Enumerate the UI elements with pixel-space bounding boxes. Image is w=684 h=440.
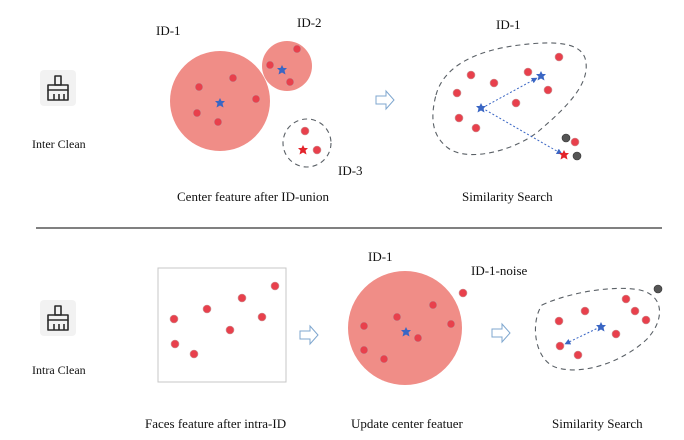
point: [359, 321, 369, 331]
point: [413, 333, 423, 343]
center-marker: [559, 150, 569, 160]
caption-intra-faces: Faces feature after intra-ID: [145, 416, 286, 431]
caption-inter-search: Similarity Search: [462, 189, 553, 204]
caption-inter-union: Center feature after ID-union: [177, 189, 329, 204]
point: [359, 345, 369, 355]
point: [570, 137, 580, 147]
cluster-id3: [282, 118, 332, 168]
center-marker: [298, 145, 308, 155]
link: [481, 107, 563, 155]
noise-point: [572, 151, 582, 161]
hollow-right-arrow-icon: [299, 324, 319, 346]
label-id3: ID-3: [338, 163, 363, 178]
inter-union-panel: ID-1 ID-2 ID-3 Center feature after ID-u…: [156, 15, 363, 204]
point: [428, 300, 438, 310]
point: [170, 339, 180, 349]
point: [452, 88, 462, 98]
point: [511, 98, 521, 108]
point: [523, 67, 533, 77]
hollow-right-arrow-icon: [375, 89, 395, 111]
search-region: [534, 287, 661, 371]
point: [554, 52, 564, 62]
cluster-id2: [262, 41, 312, 91]
row-label-intra: Intra Clean: [32, 363, 86, 377]
point: [194, 82, 204, 92]
point: [202, 304, 212, 314]
point: [285, 77, 295, 87]
point: [228, 73, 238, 83]
point: [454, 113, 464, 123]
point: [392, 312, 402, 322]
point: [611, 329, 621, 339]
row-label-inter: Inter Clean: [32, 137, 86, 151]
center-marker: [215, 98, 225, 108]
point: [446, 319, 456, 329]
link: [481, 77, 538, 109]
point: [379, 354, 389, 364]
point: [489, 78, 499, 88]
intra-update-panel: ID-1 ID-1-noise Update center featuer: [348, 249, 528, 431]
point: [543, 85, 553, 95]
cluster-id1: [348, 271, 462, 385]
broom-icon: [40, 70, 76, 106]
point: [251, 94, 261, 104]
point: [554, 316, 564, 326]
hollow-right-arrow-icon: [491, 322, 511, 344]
label-search-id1: ID-1: [496, 17, 521, 32]
point: [573, 350, 583, 360]
point: [189, 349, 199, 359]
inter-search-panel: ID-1 Similarity Search: [432, 17, 587, 204]
broom-icon: [40, 300, 76, 336]
point: [641, 315, 651, 325]
point: [237, 293, 247, 303]
caption-intra-search: Similarity Search: [552, 416, 643, 431]
point: [630, 306, 640, 316]
intra-faces-panel: Faces feature after intra-ID: [145, 267, 287, 431]
caption-intra-update: Update center featuer: [351, 416, 464, 431]
center-marker: [596, 322, 606, 332]
point: [192, 108, 202, 118]
label-intra-noise: ID-1-noise: [471, 263, 528, 278]
center-marker: [536, 71, 546, 81]
point: [300, 126, 310, 136]
link: [564, 326, 601, 345]
center-marker: [401, 327, 411, 337]
point: [292, 44, 302, 54]
point: [466, 70, 476, 80]
label-id1: ID-1: [156, 23, 181, 38]
point: [580, 306, 590, 316]
point: [312, 145, 322, 155]
noise-point: [458, 288, 468, 298]
label-intra-id1: ID-1: [368, 249, 393, 264]
center-marker: [476, 103, 486, 113]
point: [265, 60, 275, 70]
point: [471, 123, 481, 133]
center-marker: [277, 65, 287, 75]
label-id2: ID-2: [297, 15, 322, 30]
intra-search-panel: Similarity Search: [534, 284, 663, 431]
point: [257, 312, 267, 322]
point: [225, 325, 235, 335]
noise-point: [653, 284, 663, 294]
point: [270, 281, 280, 291]
point: [213, 117, 223, 127]
faces-frame: [157, 267, 287, 383]
search-region: [432, 42, 587, 156]
point: [621, 294, 631, 304]
point: [169, 314, 179, 324]
noise-point: [561, 133, 571, 143]
point: [555, 341, 565, 351]
